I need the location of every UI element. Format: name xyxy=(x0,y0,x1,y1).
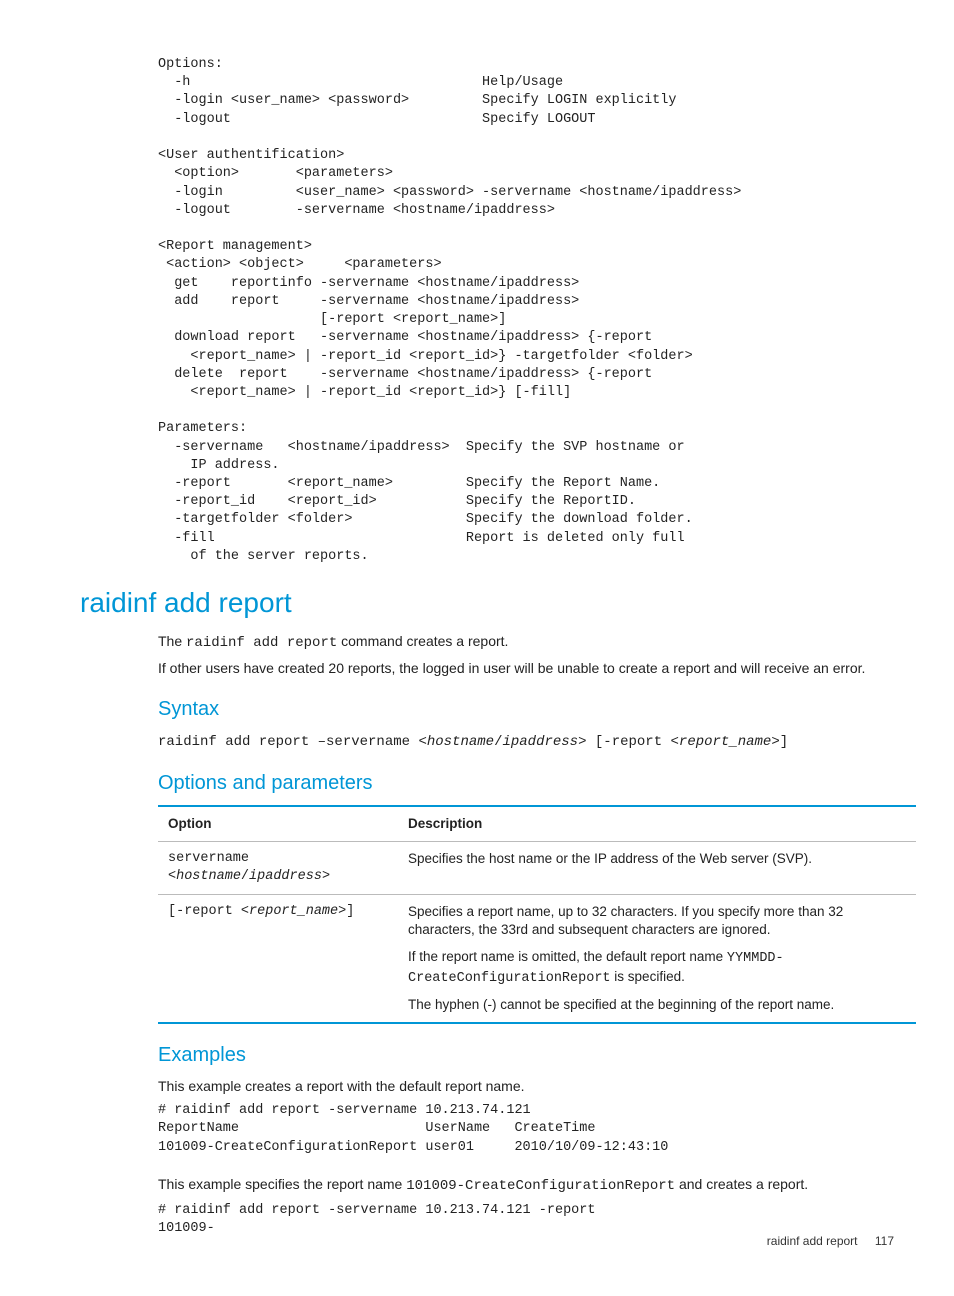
code-block-usage: Options: -h Help/Usage -login <user_name… xyxy=(158,56,894,566)
example-intro-2: This example specifies the report name 1… xyxy=(158,1175,894,1196)
opt-text: >] xyxy=(338,904,354,919)
intro-text: The xyxy=(158,633,186,649)
option-cell: [-report <report_name>] xyxy=(158,895,398,1024)
options-heading: Options and parameters xyxy=(158,770,894,797)
intro-paragraph-2: If other users have created 20 reports, … xyxy=(158,659,894,678)
footer-page-number: 117 xyxy=(875,1234,894,1248)
table-row: [-report <report_name>] Specifies a repo… xyxy=(158,895,916,1024)
inline-code: 101009-CreateConfigurationReport xyxy=(406,1178,675,1194)
table-header-description: Description xyxy=(398,806,916,842)
example-intro-1: This example creates a report with the d… xyxy=(158,1077,894,1096)
table-header-option: Option xyxy=(158,806,398,842)
desc-text: is specified. xyxy=(611,969,685,984)
syntax-param: report_name xyxy=(679,734,771,750)
syntax-param: hostname xyxy=(427,734,494,750)
opt-text: [-report < xyxy=(168,904,249,919)
examples-heading: Examples xyxy=(158,1042,894,1069)
inline-code: raidinf add report xyxy=(186,635,337,651)
opt-param: ipaddress xyxy=(249,869,322,884)
page-footer: raidinf add report 117 xyxy=(767,1233,894,1249)
desc-text: If the report name is omitted, the defau… xyxy=(408,949,727,964)
page-title: raidinf add report xyxy=(80,584,894,622)
syntax-param: ipaddress xyxy=(502,734,578,750)
desc-paragraph: Specifies the host name or the IP addres… xyxy=(408,850,906,868)
description-cell: Specifies the host name or the IP addres… xyxy=(398,841,916,894)
example-code-1: # raidinf add report -servername 10.213.… xyxy=(158,1102,894,1157)
opt-text: / xyxy=(241,869,249,884)
syntax-line: raidinf add report –servername <hostname… xyxy=(158,731,894,752)
desc-paragraph: Specifies a report name, up to 32 charac… xyxy=(408,903,906,939)
opt-param: hostname xyxy=(176,869,241,884)
intro-paragraph-1: The raidinf add report command creates a… xyxy=(158,632,894,653)
syntax-code: > [-report < xyxy=(578,734,679,750)
table-row: servername <hostname/ipaddress> Specifie… xyxy=(158,841,916,894)
syntax-code: raidinf add report –servername < xyxy=(158,734,427,750)
example-text: This example specifies the report name xyxy=(158,1176,406,1192)
example-text: and creates a report. xyxy=(675,1176,808,1192)
desc-paragraph: The hyphen (-) cannot be specified at th… xyxy=(408,996,906,1014)
description-cell: Specifies a report name, up to 32 charac… xyxy=(398,895,916,1024)
opt-param: report_name xyxy=(249,904,338,919)
options-table: Option Description servername <hostname/… xyxy=(158,805,916,1025)
footer-title: raidinf add report xyxy=(767,1234,858,1248)
syntax-code: >] xyxy=(771,734,788,750)
desc-paragraph: If the report name is omitted, the defau… xyxy=(408,948,906,988)
option-cell: servername <hostname/ipaddress> xyxy=(158,841,398,894)
intro-text: command creates a report. xyxy=(337,633,508,649)
syntax-heading: Syntax xyxy=(158,696,894,723)
opt-text: > xyxy=(322,869,330,884)
